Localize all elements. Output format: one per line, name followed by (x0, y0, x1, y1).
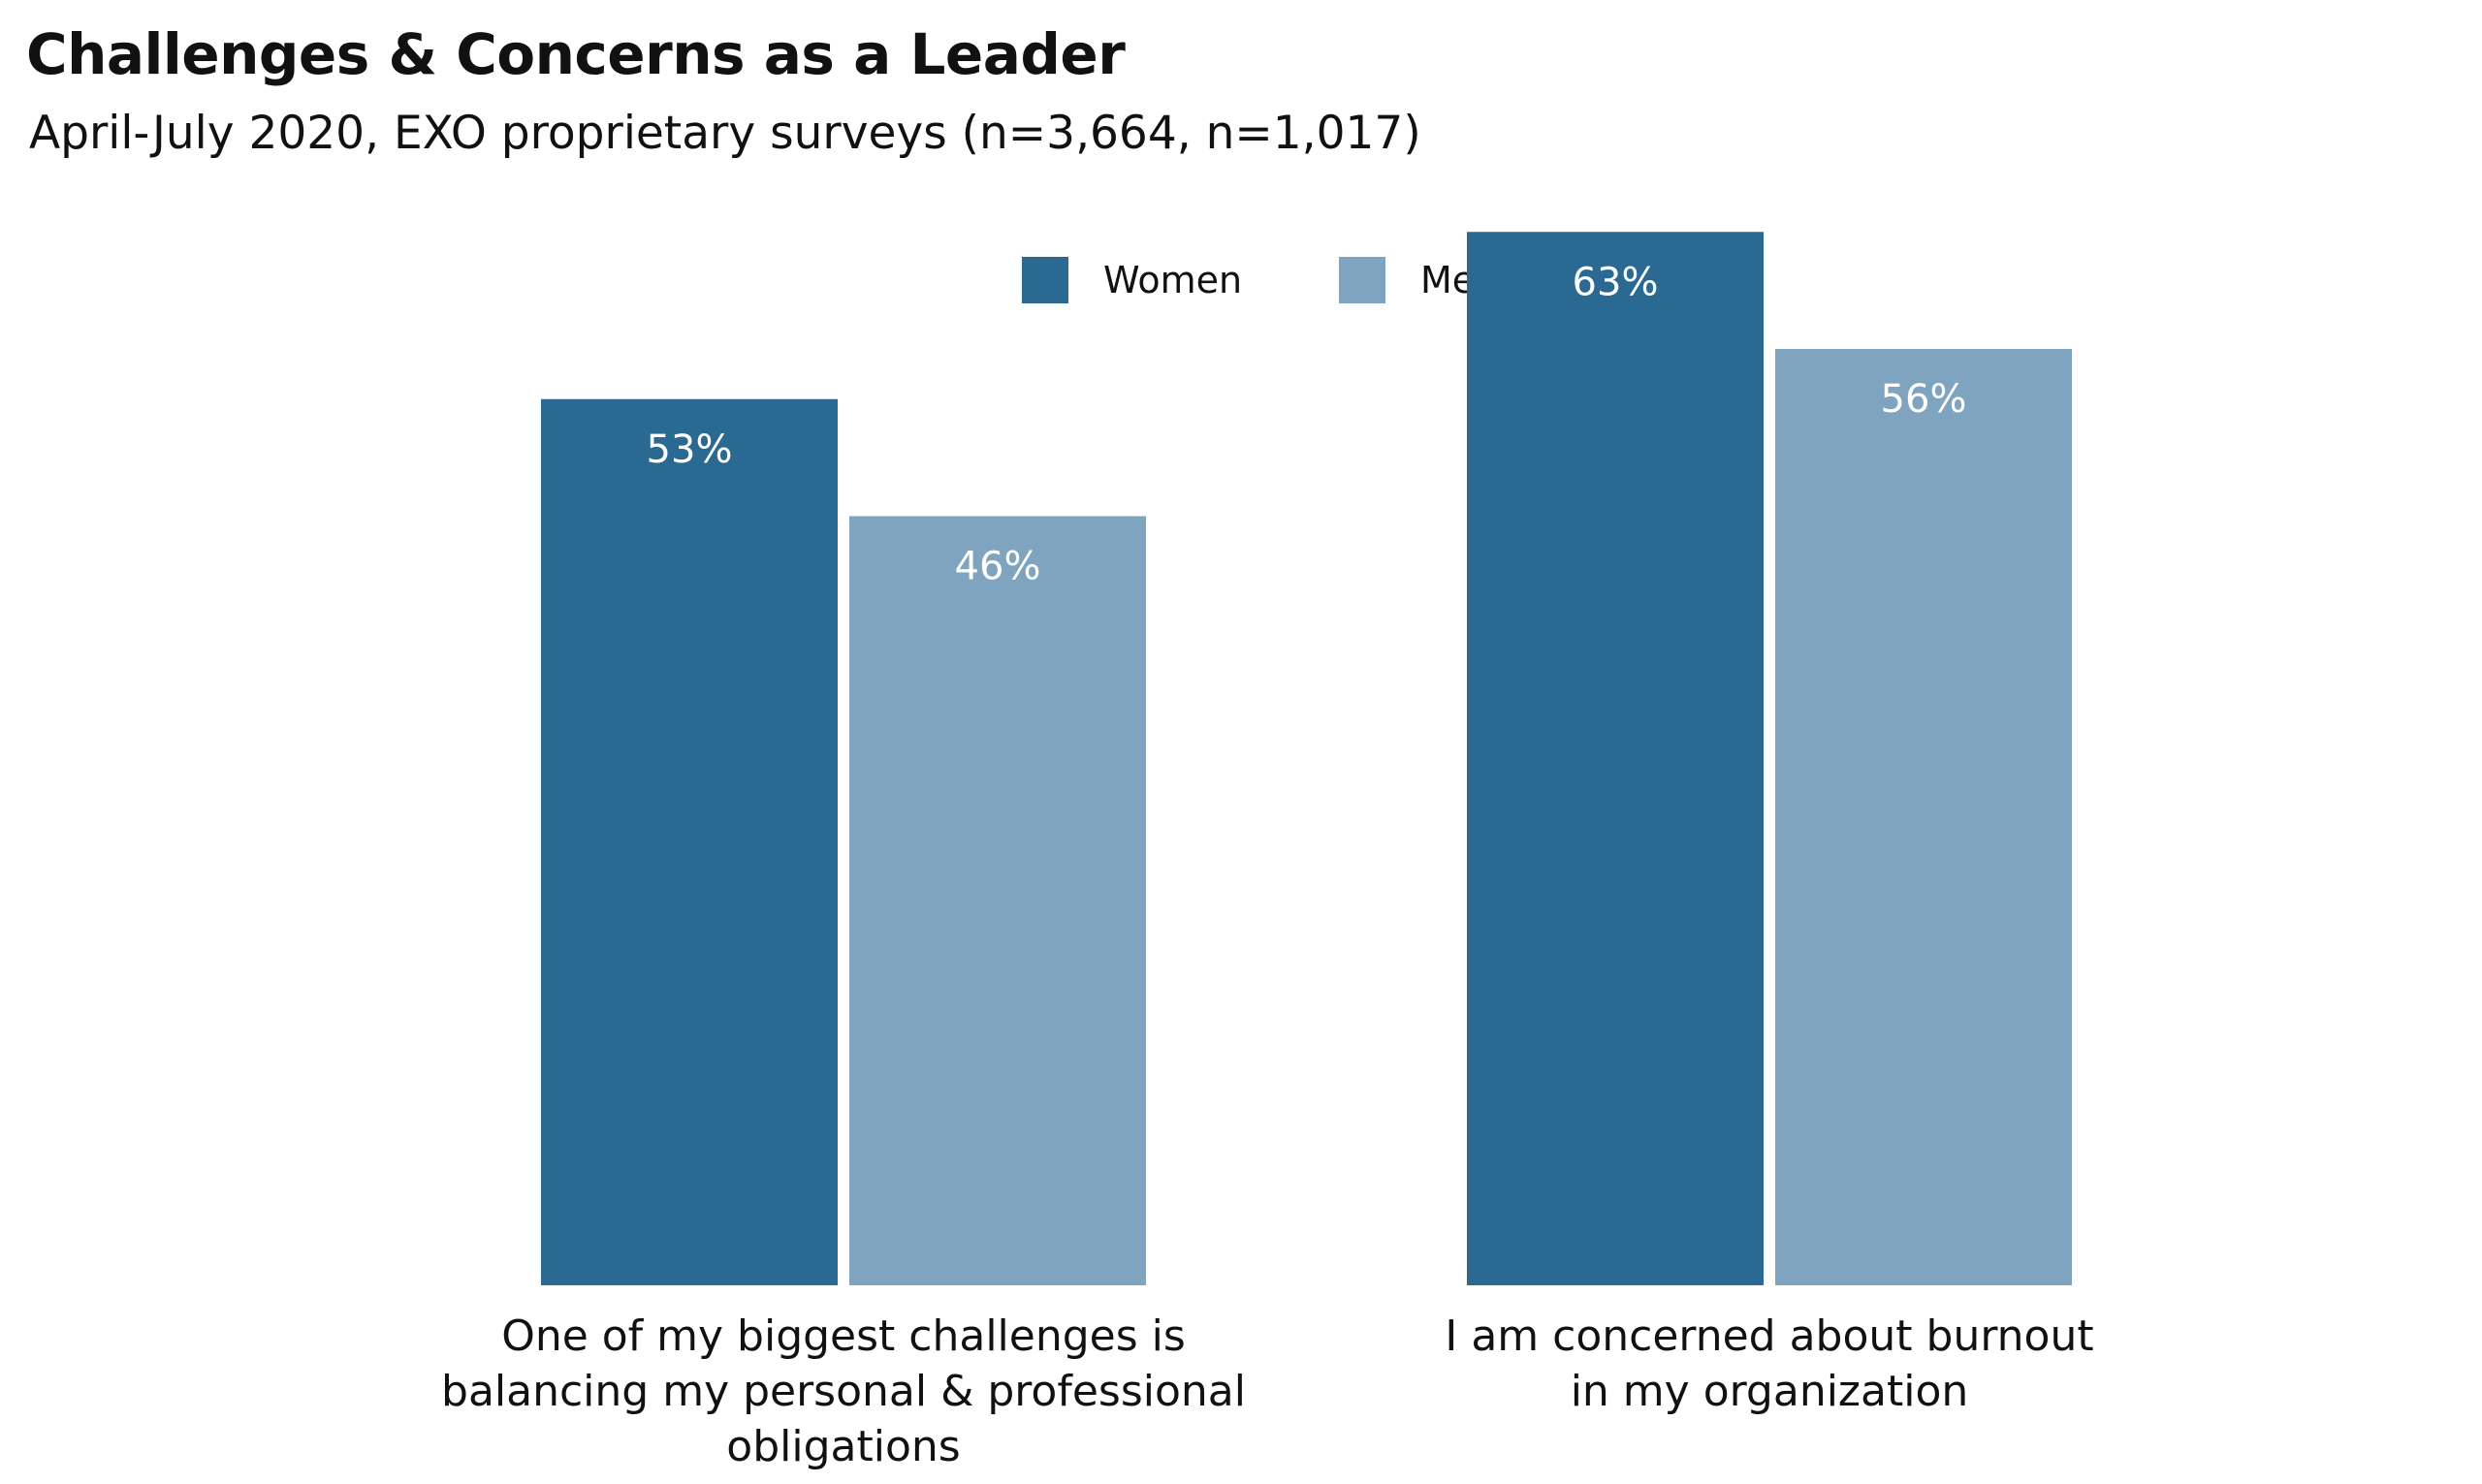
chart-title: Challenges & Concerns as a Leader (26, 21, 1126, 87)
value-label-women-2: 63% (1573, 260, 1659, 304)
category-label-1: One of my biggest challenges is balancing… (441, 1311, 1246, 1471)
bar-men-1 (849, 516, 1146, 1285)
value-label-women-1: 53% (647, 427, 733, 472)
value-label-men-1: 46% (955, 545, 1041, 589)
value-label-men-2: 56% (1881, 377, 1967, 422)
bar-women-2 (1467, 232, 1764, 1285)
legend-label-women: Women (1103, 259, 1243, 301)
bar-women-1 (541, 398, 838, 1285)
legend-swatch-men (1339, 257, 1385, 303)
category-label-2: I am concerned about burnout in my organi… (1445, 1311, 2093, 1416)
bar-men-2 (1775, 349, 2072, 1285)
chart-subtitle: April-July 2020, EXO proprietary surveys… (29, 107, 1421, 160)
legend-swatch-women (1022, 257, 1068, 303)
legend-item-women: Women (1022, 256, 1242, 304)
